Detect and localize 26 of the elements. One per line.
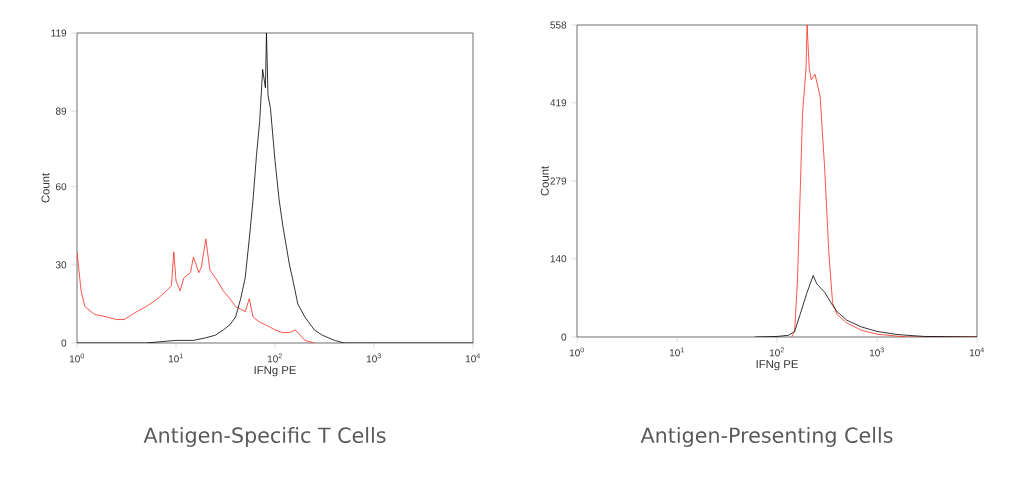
text: Antigen-Specific T Cells [143, 427, 386, 448]
x-axis-title: IFNg PE [254, 366, 296, 377]
y-axis-title: Count [41, 172, 50, 203]
y-tick-label: 279 [550, 177, 567, 185]
x-tick-label: 10$^{2}$ [267, 353, 282, 363]
y-tick-label: 89 [55, 107, 67, 115]
x-tick-label: 10$^{2}$ [769, 347, 784, 357]
y-tick-label: 419 [550, 99, 567, 107]
x-axis-title: IFNg PE [756, 360, 798, 371]
x-tick-label: 10$^{4}$ [969, 347, 984, 357]
x-tick-label: 10$^{1}$ [669, 347, 684, 357]
y-tick-label: 0 [561, 333, 567, 341]
x-tick-label: 10$^{4}$ [465, 353, 480, 363]
y-tick-label: 140 [550, 255, 567, 263]
y-tick-label: 60 [56, 183, 67, 191]
text: Antigen-Presenting Cells [640, 427, 893, 448]
y-tick-label: 0 [61, 339, 67, 347]
y-axis-title: Count [540, 165, 549, 196]
x-tick-label: 10$^{0}$ [569, 347, 584, 357]
x-tick-label: 10$^{3}$ [869, 347, 884, 357]
y-tick-label: 119 [51, 29, 67, 37]
y-tick-label: 558 [550, 21, 567, 29]
y-tick-label: 30 [55, 261, 67, 269]
x-tick-label: 10$^{1}$ [168, 353, 183, 363]
x-tick-label: 10$^{0}$ [69, 353, 84, 363]
x-tick-label: 10$^{3}$ [366, 353, 381, 363]
